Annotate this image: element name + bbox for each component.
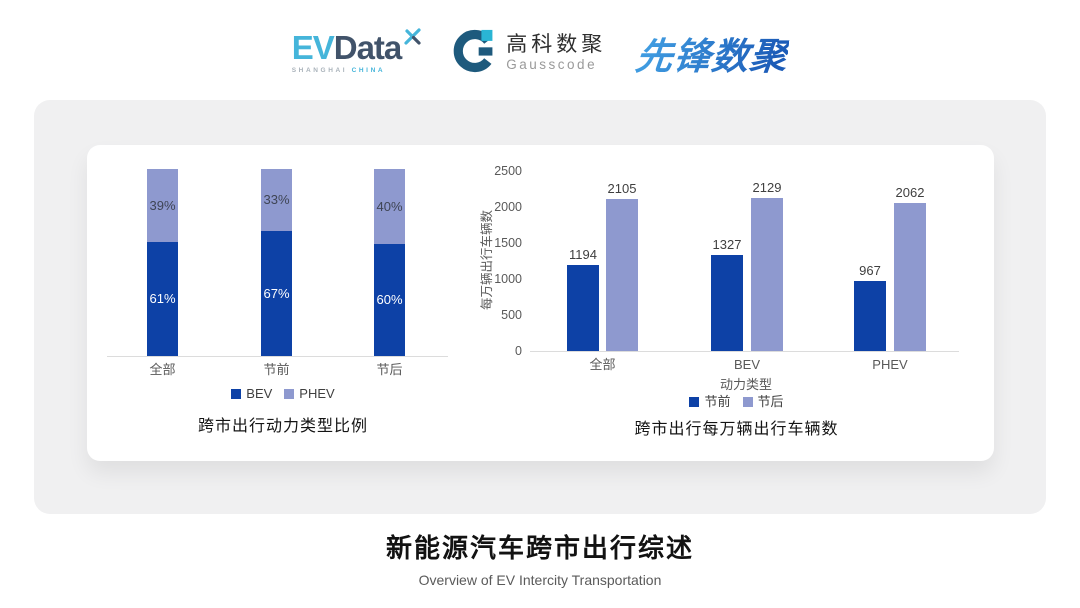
bev-percent-label: 61%: [149, 291, 176, 306]
right-chart-title: 跨市出行每万辆出行车辆数: [634, 421, 839, 438]
bev-percent-label: 67%: [263, 285, 290, 301]
bev-percent-label: 60%: [376, 292, 403, 307]
phev-bar-segment: [374, 169, 405, 244]
category-label: BEV: [733, 357, 760, 372]
legend-label: 节前: [704, 394, 731, 409]
legend-item: 节前: [689, 394, 731, 409]
evdata-logo-china: CHINA: [351, 67, 386, 75]
y-tick-label: 2500: [494, 164, 522, 178]
phev-percent-label: 33%: [263, 192, 290, 207]
y-tick-label: 0: [515, 344, 522, 358]
y-tick-label: 500: [501, 308, 522, 322]
x-axis-line: [107, 356, 448, 357]
legend-label: PHEV: [299, 386, 335, 401]
value-label: 2105: [607, 181, 637, 196]
legend-swatch: [284, 389, 295, 399]
footer: 新能源汽车跨市出行综述 Overview of EV Intercity Tra…: [0, 528, 1080, 588]
legend-item: BEV: [231, 387, 272, 401]
right-chart-x-axis-title: 动力类型: [719, 377, 772, 392]
logo-bar: EV Data SHANGHAI CHINA: [0, 22, 1080, 84]
x-axis-line: [530, 351, 959, 352]
phev-percent-label: 40%: [376, 198, 403, 214]
post-holiday-bar: [751, 198, 783, 351]
gausscode-logo: 高科数聚 Gausscode: [453, 29, 606, 78]
pre-holiday-bar: [567, 265, 599, 351]
legend-item: PHEV: [284, 386, 335, 401]
category-label: PHEV: [872, 357, 908, 372]
value-label: 1327: [712, 237, 742, 252]
pre-holiday-bar: [854, 281, 886, 351]
stacked-bar-chart: 39% 61% 全部 33% 67% 节前 40% 60% 节后 BEV PHEV 跨市出行动力类…: [87, 145, 479, 461]
evdata-logo: EV Data SHANGHAI CHINA: [291, 28, 424, 75]
pioneer-logo: 先锋数聚: [633, 26, 791, 80]
value-label: 1194: [569, 247, 597, 262]
post-holiday-bar: [606, 199, 638, 351]
evdata-logo-ev: EV: [291, 29, 335, 67]
phev-bar-segment: [147, 169, 178, 242]
bev-bar-segment: [261, 231, 292, 356]
bev-bar-segment: [374, 244, 405, 356]
legend-swatch: [231, 389, 242, 399]
y-tick-label: 1000: [494, 272, 522, 286]
y-tick-label: 1500: [494, 236, 522, 250]
phev-percent-label: 39%: [149, 197, 176, 213]
y-tick-label: 2000: [494, 200, 522, 214]
legend-item: 节后: [742, 394, 784, 409]
category-label: 节前: [263, 362, 290, 377]
evdata-logo-shanghai: SHANGHAI: [291, 67, 348, 75]
value-label: 967: [859, 263, 881, 278]
main-title: 新能源汽车跨市出行综述: [385, 533, 694, 563]
category-label: 节后: [376, 362, 403, 377]
post-holiday-bar: [894, 203, 926, 351]
gausscode-logo-cn: 高科数聚: [506, 33, 607, 57]
value-label: 2062: [895, 185, 925, 200]
evdata-logo-data: Data: [333, 29, 403, 67]
right-chart-y-axis-title: 每万辆出行车辆数: [480, 210, 494, 311]
gausscode-g-icon: [453, 29, 497, 78]
right-chart-legend: 节前 节后: [479, 395, 994, 409]
category-label: 全部: [589, 357, 616, 372]
charts-card: 39% 61% 全部 33% 67% 节前 40% 60% 节后 BEV PHEV 跨市出行动力类…: [34, 100, 1046, 514]
phev-bar-segment: [261, 169, 292, 231]
sparkle-x-icon: [403, 27, 423, 51]
legend-label: 节后: [757, 394, 784, 409]
legend-swatch: [742, 397, 753, 407]
gausscode-logo-en: Gausscode: [506, 57, 598, 73]
main-subtitle: Overview of EV Intercity Transportation: [418, 572, 662, 588]
charts-panel: 39% 61% 全部 33% 67% 节前 40% 60% 节后 BEV PHEV 跨市出行动力类…: [87, 145, 994, 461]
left-chart-title: 跨市出行动力类型比例: [197, 418, 368, 435]
pre-holiday-bar: [711, 255, 743, 351]
legend-swatch: [689, 397, 700, 407]
value-label: 2129: [752, 180, 782, 195]
legend-label: BEV: [246, 386, 273, 401]
left-chart-legend: BEV PHEV: [87, 387, 479, 401]
grouped-bar-chart: 0 500 1000 1500 2000 2500 1194 2105 全部 1327 2129 BE…: [479, 145, 994, 461]
category-label: 全部: [149, 362, 176, 377]
bev-bar-segment: [147, 242, 178, 356]
